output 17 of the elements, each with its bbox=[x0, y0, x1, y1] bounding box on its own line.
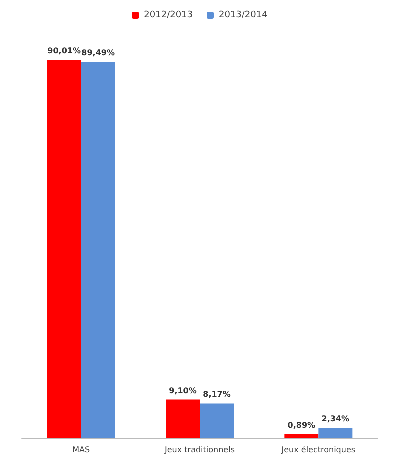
data-label: 89,49% bbox=[82, 48, 115, 58]
bar bbox=[47, 60, 82, 438]
data-label: 90,01% bbox=[48, 46, 81, 56]
data-label: 9,10% bbox=[169, 386, 197, 396]
legend-label: 2012/2013 bbox=[144, 10, 194, 20]
bar bbox=[284, 434, 319, 438]
legend-label: 2013/2014 bbox=[219, 10, 268, 20]
x-tick-label: Jeux électroniques bbox=[280, 446, 356, 454]
bar bbox=[318, 428, 353, 438]
bar bbox=[166, 400, 200, 438]
data-label: 8,17% bbox=[203, 390, 231, 400]
data-label: 2,34% bbox=[322, 414, 350, 424]
x-tick-label: Jeux traditionnels bbox=[164, 446, 235, 454]
bar bbox=[81, 62, 116, 438]
x-tick-label: MAS bbox=[72, 446, 90, 454]
bar bbox=[200, 404, 234, 438]
data-label: 0,89% bbox=[288, 420, 316, 430]
